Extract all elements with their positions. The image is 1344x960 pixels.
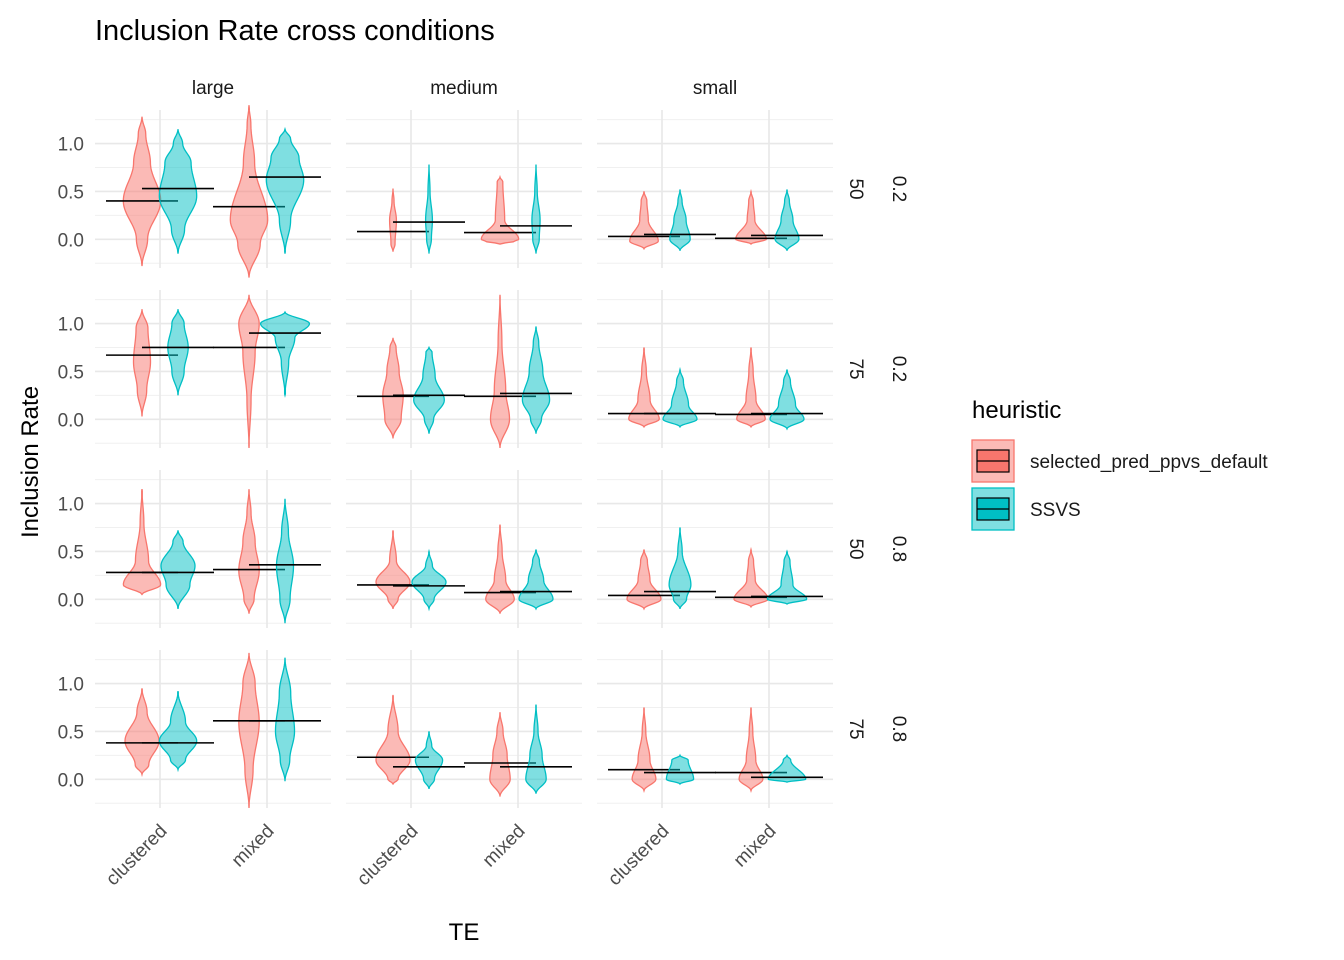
y-axis-label: Inclusion Rate	[17, 386, 44, 538]
violin-SSVS	[518, 549, 554, 611]
panel-grid	[346, 110, 582, 268]
violin-SSVS	[669, 189, 691, 251]
violin-SSVS	[160, 530, 196, 609]
legend-items: selected_pred_ppvs_default SSVS	[971, 439, 1268, 531]
panels-layer: large medium small 50 0.2 75 0.2 50 0.8 75 0.8 0.0 0…	[58, 78, 909, 890]
panel	[106, 105, 321, 278]
panel-grid	[346, 650, 582, 808]
y-tick-label: 1.0	[58, 135, 84, 156]
violin-SSVS	[521, 326, 551, 434]
panel	[608, 347, 823, 431]
violin-SSVS	[424, 164, 434, 254]
violin-selected_pred_ppvs_default	[382, 337, 404, 439]
facet-row-label-outer: 50	[845, 178, 866, 199]
violin-selected_pred_ppvs_default	[736, 347, 766, 428]
panel	[357, 294, 572, 449]
violin-selected_pred_ppvs_default	[122, 489, 162, 596]
violin-selected_pred_ppvs_default	[626, 549, 662, 611]
violin-SSVS	[766, 549, 808, 605]
violin-selected_pred_ppvs_default	[229, 105, 269, 278]
facet-column-label: small	[693, 78, 737, 99]
violin-selected_pred_ppvs_default	[375, 530, 411, 609]
violin-SSVS	[275, 498, 295, 624]
y-tick-label: 1.0	[58, 315, 84, 336]
violin-selected_pred_ppvs_default	[388, 188, 398, 252]
y-tick-label: 0.0	[58, 230, 84, 251]
facet-row-label-outer: 75	[845, 358, 866, 379]
panel	[106, 294, 321, 449]
violin-selected_pred_ppvs_default	[238, 489, 260, 614]
violin-SSVS	[158, 129, 198, 254]
violin-SSVS	[531, 164, 541, 254]
violin-SSVS	[662, 366, 698, 429]
y-tick-label: 1.0	[58, 675, 84, 696]
violin-selected_pred_ppvs_default	[132, 309, 152, 417]
facet-row-label-inner: 0.8	[888, 536, 909, 562]
chart-title: Inclusion Rate cross conditions	[95, 15, 495, 47]
facet-row-label-inner: 0.2	[888, 176, 909, 202]
violin-SSVS	[274, 657, 296, 782]
violin-SSVS	[665, 753, 695, 786]
y-tick-label: 1.0	[58, 495, 84, 516]
legend: heuristic selected_pred_ppvs_default SSVS	[971, 397, 1268, 531]
violin-SSVS	[767, 754, 807, 783]
panel-grid	[95, 470, 331, 628]
panel	[106, 652, 321, 809]
facet-row-label-outer: 75	[845, 718, 866, 739]
panel	[357, 694, 572, 797]
violin-selected_pred_ppvs_default	[124, 688, 160, 778]
facet-column-label: large	[192, 78, 234, 99]
panel-grid	[597, 110, 833, 268]
y-tick-label: 0.5	[58, 722, 84, 743]
legend-label: selected_pred_ppvs_default	[1030, 452, 1268, 473]
facet-row-label-inner: 0.2	[888, 356, 909, 382]
panel	[357, 524, 572, 614]
y-tick-label: 0.0	[58, 770, 84, 791]
violin-selected_pred_ppvs_default	[122, 116, 162, 267]
panel	[357, 164, 572, 254]
violin-selected_pred_ppvs_default	[738, 707, 764, 793]
y-tick-label: 0.5	[58, 542, 84, 563]
violin-SSVS	[413, 345, 445, 434]
violin-SSVS	[167, 309, 189, 396]
violin-selected_pred_ppvs_default	[628, 347, 660, 428]
legend-title: heuristic	[972, 397, 1061, 424]
panel	[106, 489, 321, 624]
violin-SSVS	[265, 126, 305, 254]
legend-label: SSVS	[1030, 500, 1081, 521]
y-tick-label: 0.5	[58, 182, 84, 203]
x-axis-label: TE	[449, 919, 480, 946]
violin-selected_pred_ppvs_default	[375, 694, 411, 786]
y-tick-label: 0.5	[58, 362, 84, 383]
violin-SSVS	[668, 527, 692, 609]
violin-selected_pred_ppvs_default	[489, 712, 511, 797]
violin-selected_pred_ppvs_default	[480, 174, 520, 245]
panel-grid	[597, 650, 833, 808]
facet-row-label-outer: 50	[845, 538, 866, 559]
violin-SSVS	[414, 731, 444, 789]
violin-selected_pred_ppvs_default	[733, 546, 769, 609]
panel	[608, 527, 823, 611]
violin-SSVS	[411, 548, 447, 612]
violin-selected_pred_ppvs_default	[238, 652, 260, 809]
facet-column-label: medium	[430, 78, 498, 99]
y-tick-label: 0.0	[58, 590, 84, 611]
violin-selected_pred_ppvs_default	[735, 188, 767, 245]
panel	[608, 707, 823, 793]
violin-SSVS	[525, 704, 547, 794]
panel	[608, 188, 823, 251]
y-tick-label: 0.0	[58, 410, 84, 431]
facet-row-label-inner: 0.8	[888, 716, 909, 742]
